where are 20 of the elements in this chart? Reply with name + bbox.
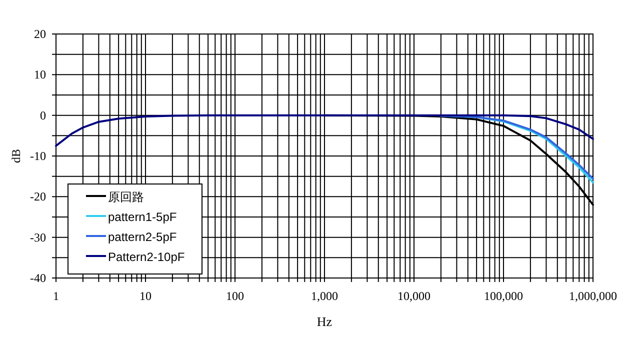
x-axis-title: Hz [316,314,332,329]
legend-label: Pattern2-10pF [108,250,185,264]
legend-label: pattern2-5pF [108,230,177,244]
y-tick-label: 20 [34,27,46,41]
legend-label: pattern1-5pF [108,210,177,224]
y-tick-label: -30 [30,230,46,244]
x-tick-label: 1,000 [311,289,338,303]
x-tick-label: 1,000,000 [569,289,617,303]
legend-label: 原回路 [108,190,144,204]
y-tick-label: -20 [30,190,46,204]
x-tick-label: 10,000 [398,289,430,303]
y-tick-label: 10 [34,68,46,82]
x-tick-label: 100 [226,289,244,303]
y-tick-label: -10 [30,149,46,163]
x-tick-label: 100,000 [484,289,523,303]
x-tick-label: 10 [140,289,152,303]
x-tick-label: 1 [53,289,59,303]
y-axis-title: dB [9,148,23,164]
y-tick-label: 0 [40,108,46,122]
y-tick-label: -40 [30,271,46,285]
